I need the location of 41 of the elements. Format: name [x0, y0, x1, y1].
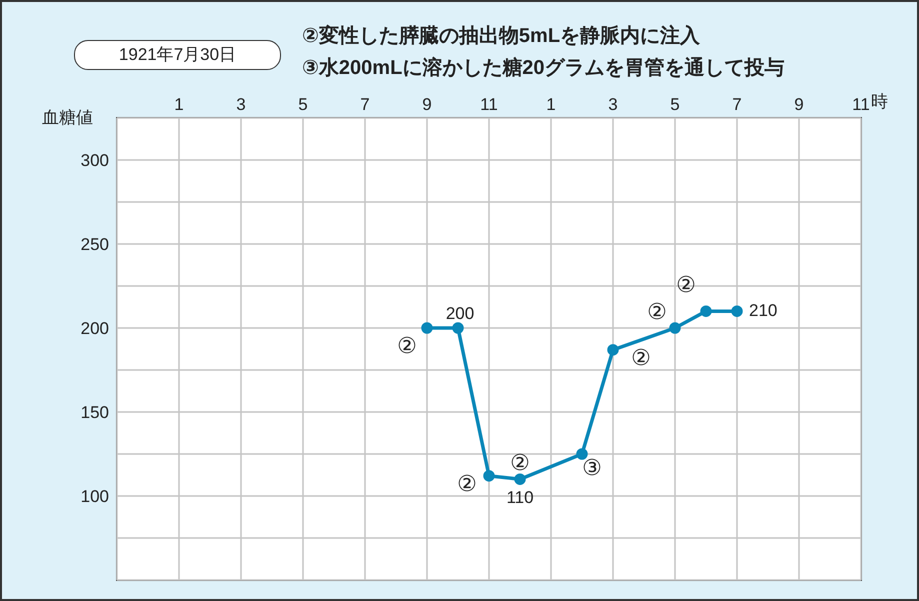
x-tick-label: 5 — [298, 95, 308, 114]
annotation: ② — [630, 344, 652, 372]
data-label: 210 — [749, 301, 778, 320]
data-label: 110 — [506, 488, 534, 508]
x-tick-label: 3 — [236, 95, 246, 114]
point — [452, 322, 464, 334]
x-tick-label: 11 — [480, 95, 498, 114]
point — [514, 473, 526, 485]
x-tick-label: 7 — [360, 95, 370, 114]
x-tick-label: 5 — [670, 95, 680, 114]
point — [576, 448, 588, 460]
annotation: ② — [396, 332, 418, 360]
point — [669, 322, 681, 334]
annotation: ② — [646, 298, 668, 326]
x-tick-label: 1 — [546, 95, 556, 114]
x-tick-label: 11 — [852, 95, 870, 114]
annotation: ② — [456, 470, 478, 498]
x-tick-label: 9 — [794, 95, 804, 114]
text: ③水200mLに溶かした糖20グラムを胃管を通して投与 — [302, 56, 785, 81]
chart-title: 1921年7月30日 — [74, 40, 281, 70]
y-tick-label: 150 — [80, 403, 109, 422]
annotation: ② — [675, 271, 697, 300]
point — [421, 322, 433, 334]
x-tick-label: 9 — [422, 95, 432, 114]
y-tick-label: 200 — [80, 319, 109, 338]
text: ②変性した膵臓の抽出物5mLを静脈内に注入 — [302, 24, 700, 49]
x-tick-label: 7 — [732, 95, 742, 114]
point — [731, 305, 743, 317]
point — [483, 470, 495, 482]
x-tick-label: 1 — [174, 95, 184, 114]
y-tick-label: 300 — [80, 151, 109, 170]
point — [700, 305, 712, 317]
x-axis-title: 時 — [871, 91, 888, 113]
x-tick-label: 3 — [608, 95, 618, 114]
annotation: ② — [509, 449, 531, 478]
annotation: ③ — [581, 454, 603, 482]
y-axis-title: 血糖値 — [42, 107, 93, 129]
y-tick-label: 100 — [80, 487, 109, 506]
point — [607, 344, 619, 356]
data-label: 200 — [446, 304, 474, 323]
y-tick-label: 250 — [80, 235, 109, 254]
